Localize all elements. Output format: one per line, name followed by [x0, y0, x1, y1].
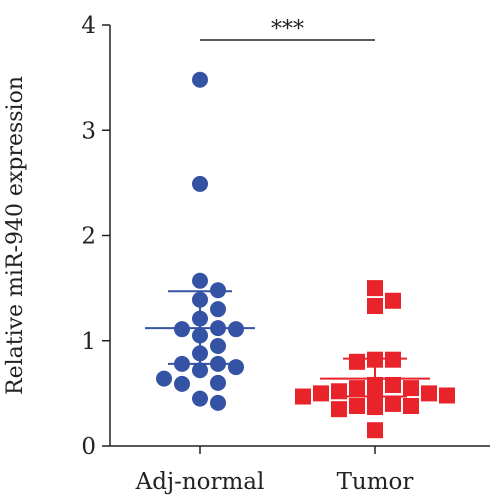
- data-point-tumor: [385, 395, 401, 412]
- data-point-tumor: [367, 399, 383, 416]
- data-point-adj-normal: [210, 338, 226, 355]
- chart-labels: Relative miR-940 expression ***: [3, 17, 375, 395]
- data-point-adj-normal: [174, 321, 190, 338]
- x-tick-label: Tumor: [337, 469, 414, 495]
- data-point-adj-normal: [156, 370, 172, 387]
- data-point-adj-normal: [228, 321, 244, 338]
- data-point-tumor: [421, 385, 437, 402]
- x-tick-label: Adj-normal: [135, 469, 265, 495]
- data-point-tumor: [385, 351, 401, 368]
- data-point-tumor: [367, 298, 383, 315]
- y-tick-label: 3: [81, 118, 96, 144]
- data-point-tumor: [349, 398, 365, 415]
- data-point-tumor: [403, 398, 419, 415]
- y-tick-label: 4: [81, 13, 96, 39]
- y-tick-label: 1: [81, 329, 96, 355]
- data-point-adj-normal: [192, 390, 208, 407]
- data-point-adj-normal: [192, 71, 208, 88]
- data-point-tumor: [385, 376, 401, 393]
- data-point-tumor: [403, 380, 419, 397]
- data-point-adj-normal: [174, 375, 190, 392]
- data-point-tumor: [367, 422, 383, 439]
- y-tick-label: 0: [81, 434, 96, 460]
- data-point-tumor: [349, 353, 365, 370]
- data-point-adj-normal: [192, 362, 208, 379]
- data-point-adj-normal: [210, 374, 226, 391]
- data-marks: [156, 71, 455, 439]
- data-point-adj-normal: [210, 394, 226, 411]
- data-point-adj-normal: [192, 272, 208, 289]
- data-point-tumor: [313, 385, 329, 402]
- mean-sd-bars: [145, 290, 430, 398]
- y-axis-title: Relative miR-940 expression: [3, 76, 28, 395]
- data-point-adj-normal: [210, 301, 226, 318]
- data-point-adj-normal: [228, 359, 244, 376]
- axes: 0 1 2 3 4 Adj-normal Tumor: [81, 13, 490, 495]
- data-point-tumor: [349, 380, 365, 397]
- data-point-tumor: [367, 280, 383, 297]
- y-tick-label: 2: [81, 224, 96, 250]
- data-point-adj-normal: [192, 175, 208, 192]
- data-point-adj-normal: [210, 282, 226, 299]
- data-point-tumor: [439, 387, 455, 404]
- data-point-tumor: [331, 383, 347, 400]
- data-point-tumor: [331, 401, 347, 418]
- significance-label: ***: [271, 17, 304, 42]
- data-point-tumor: [385, 292, 401, 309]
- data-point-tumor: [295, 388, 311, 405]
